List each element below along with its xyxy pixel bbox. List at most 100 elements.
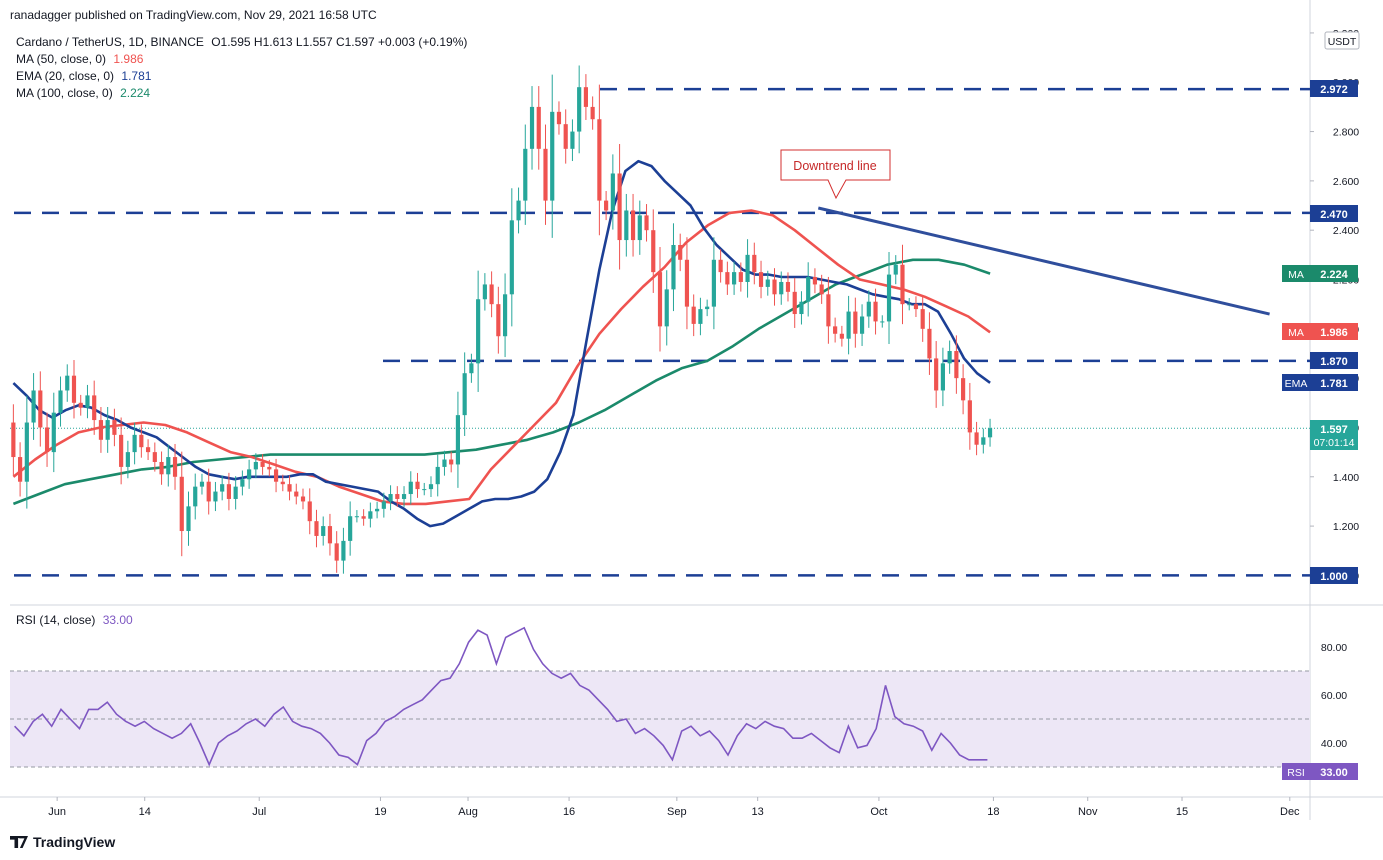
ohlc-values: O1.595 H1.613 L1.557 C1.597 +0.003 (+0.1… xyxy=(211,35,468,49)
candle xyxy=(300,496,306,502)
ema20-path xyxy=(12,159,991,528)
candle xyxy=(859,316,865,334)
candle xyxy=(442,459,447,467)
downtrend-path xyxy=(817,206,1270,316)
candle xyxy=(556,111,562,125)
candle xyxy=(657,272,663,327)
candle xyxy=(866,301,871,317)
candle xyxy=(907,304,912,306)
candle xyxy=(159,461,164,475)
candle xyxy=(577,87,582,132)
candle xyxy=(145,447,151,453)
candle xyxy=(705,306,710,310)
time-tick-label: Nov xyxy=(1078,806,1098,818)
candle xyxy=(179,476,184,532)
publisher-line: ranadagger published on TradingView.com,… xyxy=(10,8,377,22)
candle xyxy=(220,484,225,492)
candle xyxy=(624,210,629,241)
candle xyxy=(401,494,407,499)
candle xyxy=(806,277,811,302)
candle xyxy=(745,254,750,282)
candle xyxy=(886,274,892,322)
candle xyxy=(327,526,333,544)
candle xyxy=(893,264,898,275)
rsi-legend-value: 33.00 xyxy=(102,613,133,627)
rsi-legend[interactable]: RSI (14, close) 33.00 xyxy=(16,613,133,627)
candle xyxy=(920,309,925,329)
ma100-badge-label: MA xyxy=(1288,269,1304,281)
ma100-badge-value: 2.224 xyxy=(1320,269,1348,281)
indicator-ma100-row[interactable]: MA (100, close, 0) 2.224 xyxy=(16,85,467,102)
candle xyxy=(502,294,508,337)
candle xyxy=(314,521,319,536)
candle xyxy=(758,272,764,287)
time-tick-label: Oct xyxy=(870,806,887,818)
downtrend-callout: Downtrend line xyxy=(780,149,891,200)
candle xyxy=(428,484,434,490)
time-tick-label: 13 xyxy=(752,806,764,818)
candle xyxy=(880,321,885,323)
candle xyxy=(449,459,454,465)
candle xyxy=(900,264,905,305)
candle xyxy=(166,457,171,475)
candle xyxy=(240,479,245,487)
candle xyxy=(732,272,737,285)
price-tick-label: 2.400 xyxy=(1333,225,1359,237)
candle xyxy=(139,434,144,448)
candle xyxy=(455,415,461,465)
rsi-legend-label: RSI (14, close) xyxy=(16,613,96,627)
time-scale[interactable]: Jun 14 Jul 19 Aug 16 Sep 13 Oct 18 Nov 15 Dec xyxy=(48,797,1300,818)
candle xyxy=(18,457,23,482)
horizontal-levels xyxy=(10,87,1310,577)
candle xyxy=(422,489,427,491)
candle xyxy=(536,106,541,149)
candle xyxy=(678,244,683,260)
candle xyxy=(213,491,218,502)
ma50-badge-value: 1.986 xyxy=(1320,327,1348,339)
candle xyxy=(812,277,818,285)
candle xyxy=(267,466,272,470)
price-tick-label: 1.400 xyxy=(1333,472,1359,484)
candle xyxy=(361,516,366,519)
candle xyxy=(853,311,858,334)
candle xyxy=(833,326,838,334)
candle xyxy=(253,461,258,470)
ma50-value: 1.986 xyxy=(113,52,144,66)
candle xyxy=(125,452,130,467)
indicator-ema20-row[interactable]: EMA (20, close, 0) 1.781 xyxy=(16,68,467,85)
candle xyxy=(671,244,676,290)
candle xyxy=(792,291,797,315)
candle xyxy=(738,272,743,282)
last-price-badge: 1.597 xyxy=(1320,424,1348,436)
candle xyxy=(199,481,205,487)
candle xyxy=(435,466,440,485)
candle xyxy=(381,501,386,509)
candle xyxy=(725,272,730,285)
candle xyxy=(604,200,609,211)
time-tick-label: 19 xyxy=(374,806,386,818)
candle xyxy=(644,215,649,231)
candle xyxy=(772,279,777,295)
candle xyxy=(226,484,231,499)
indicator-ma50-row[interactable]: MA (50, close, 0) 1.986 xyxy=(16,51,467,68)
tradingview-logo[interactable]: TradingView xyxy=(10,834,115,850)
candle xyxy=(516,200,521,221)
ma50-badge-label: MA xyxy=(1288,327,1304,339)
candle xyxy=(348,516,353,541)
candle xyxy=(927,328,932,359)
candle xyxy=(637,215,642,241)
candle xyxy=(51,412,56,453)
candle xyxy=(482,284,487,300)
time-tick-label: 15 xyxy=(1176,806,1188,818)
ema-badge-label: EMA xyxy=(1285,378,1308,390)
candle xyxy=(967,400,972,433)
rsi-badge-value: 33.00 xyxy=(1320,767,1348,779)
candle xyxy=(691,306,696,324)
candle xyxy=(550,111,555,201)
ma100-value: 2.224 xyxy=(120,86,151,100)
candle xyxy=(718,259,723,273)
candle xyxy=(408,481,413,495)
candle xyxy=(489,284,494,305)
rsi-pane xyxy=(10,626,1310,768)
